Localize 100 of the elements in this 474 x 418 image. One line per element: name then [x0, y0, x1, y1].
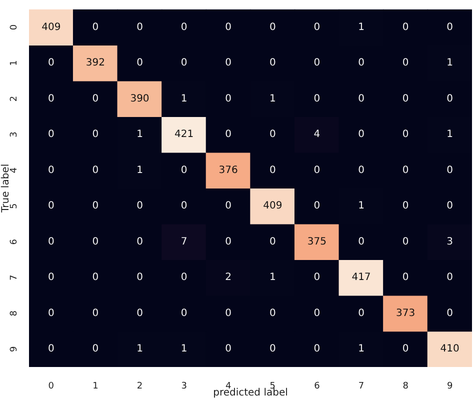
- data-label: 0: [358, 308, 364, 319]
- data-label: 0: [269, 308, 276, 319]
- data-label: 0: [180, 200, 188, 212]
- data-label: 0: [92, 129, 99, 140]
- data-label: 2: [225, 272, 232, 284]
- y-tick-label: 8: [9, 310, 20, 316]
- data-label: 0: [180, 22, 188, 33]
- data-label: 0: [225, 308, 232, 319]
- y-tick-label: 1: [9, 60, 20, 66]
- data-label: 0: [225, 129, 232, 140]
- data-label: 373: [396, 308, 416, 319]
- data-label: 0: [225, 344, 232, 355]
- data-label: 0: [136, 200, 143, 212]
- data-label: 0: [402, 272, 409, 284]
- data-label: 0: [180, 164, 188, 176]
- data-label: 0: [136, 22, 143, 33]
- data-label: 3: [446, 236, 454, 248]
- x-tick-label: 1: [92, 382, 98, 392]
- data-label: 1: [446, 129, 454, 140]
- data-label: 0: [180, 58, 188, 69]
- data-label: 0: [180, 272, 188, 284]
- data-label: 0: [225, 22, 232, 33]
- data-label: 0: [225, 58, 232, 69]
- data-label: 1: [180, 93, 188, 104]
- x-tick-label: 2: [136, 382, 143, 392]
- data-label: 0: [92, 308, 99, 319]
- data-label: 0: [358, 236, 364, 248]
- data-label: 421: [174, 129, 194, 140]
- y-tick-label: 0: [9, 24, 20, 30]
- data-label: 409: [42, 22, 61, 33]
- x-tick-label: 9: [446, 382, 453, 392]
- data-label: 0: [136, 236, 143, 248]
- data-label: 417: [352, 272, 371, 284]
- data-label: 1: [136, 344, 143, 355]
- data-label: 0: [92, 272, 99, 284]
- data-label: 1: [358, 200, 364, 212]
- x-tick-label: 7: [358, 382, 364, 392]
- data-label: 0: [402, 22, 409, 33]
- data-label: 0: [314, 344, 320, 355]
- data-label: 0: [358, 93, 364, 104]
- data-label: 0: [269, 164, 276, 176]
- data-label: 0: [92, 164, 99, 176]
- data-label: 0: [48, 272, 54, 284]
- data-label: 0: [225, 93, 232, 104]
- data-label: 0: [136, 272, 143, 284]
- data-label: 1: [269, 272, 276, 284]
- data-label: 0: [358, 58, 364, 69]
- data-label: 0: [136, 308, 143, 319]
- data-label: 410: [440, 344, 460, 355]
- data-label: 1: [358, 22, 364, 33]
- y-tick-label: 4: [9, 167, 20, 174]
- data-label: 0: [92, 22, 99, 33]
- data-label: 0: [314, 308, 320, 319]
- y-tick-label: 9: [9, 346, 20, 352]
- data-label: 0: [358, 164, 364, 176]
- data-label: 1: [180, 344, 188, 355]
- data-label: 0: [402, 200, 409, 212]
- data-label: 0: [314, 22, 320, 33]
- data-label: 0: [402, 93, 409, 104]
- data-label: 0: [48, 236, 54, 248]
- data-label: 0: [136, 58, 143, 69]
- y-tick-label: 7: [9, 274, 20, 280]
- data-label: 0: [225, 200, 232, 212]
- data-label: 0: [48, 93, 54, 104]
- data-label: 0: [92, 200, 99, 212]
- data-label: 0: [402, 129, 409, 140]
- data-label: 0: [48, 344, 54, 355]
- data-label: 409: [263, 200, 282, 212]
- data-label: 0: [358, 129, 364, 140]
- x-tick-label: 0: [48, 382, 54, 392]
- data-label: 7: [180, 236, 188, 248]
- y-tick-label: 6: [9, 238, 20, 245]
- data-label: 0: [92, 344, 99, 355]
- data-label: 0: [402, 58, 409, 69]
- data-label: 375: [307, 236, 326, 248]
- data-label: 0: [48, 164, 54, 176]
- data-label: 1: [269, 93, 276, 104]
- data-label: 0: [269, 129, 276, 140]
- data-label: 1: [446, 58, 454, 69]
- y-tick-label: 5: [9, 203, 20, 209]
- data-label: 0: [269, 344, 276, 355]
- x-tick-label: 6: [314, 382, 320, 392]
- y-tick-label: 2: [9, 96, 20, 102]
- data-label: 0: [92, 93, 99, 104]
- data-label: 1: [358, 344, 364, 355]
- data-label: 0: [446, 164, 454, 176]
- x-tick-label: 8: [402, 382, 409, 392]
- data-label: 0: [402, 164, 409, 176]
- data-label: 1: [136, 164, 143, 176]
- data-label: 4: [314, 129, 320, 140]
- data-label: 0: [48, 308, 54, 319]
- data-label: 0: [269, 22, 276, 33]
- data-label: 0: [225, 236, 232, 248]
- data-label: 0: [92, 236, 99, 248]
- data-label: 0: [314, 164, 320, 176]
- data-label: 392: [86, 58, 105, 69]
- data-label: 0: [446, 272, 454, 284]
- data-label: 0: [314, 272, 320, 284]
- data-label: 0: [446, 200, 454, 212]
- data-label: 0: [446, 93, 454, 104]
